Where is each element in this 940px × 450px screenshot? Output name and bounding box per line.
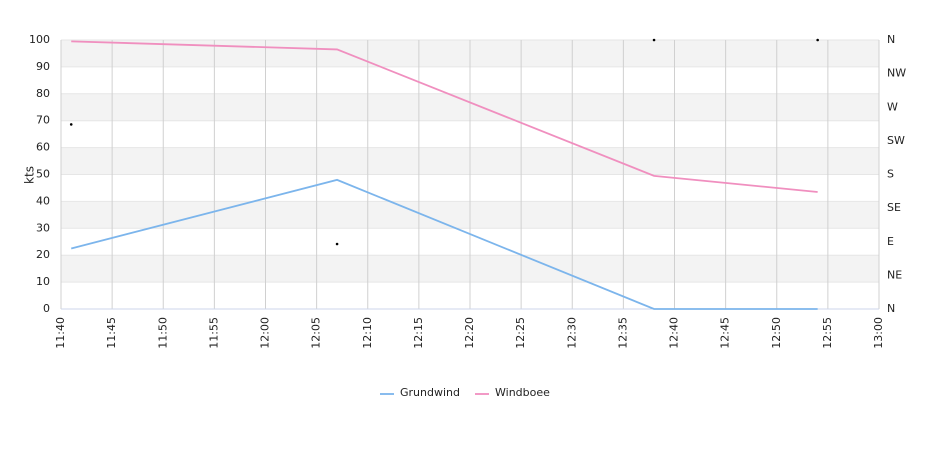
y-tick-label: 60: [36, 141, 50, 154]
y-tick-label: 90: [36, 60, 50, 73]
y2-tick-label: SW: [887, 134, 905, 147]
x-tick-label: 11:50: [156, 317, 169, 349]
x-tick-label: 13:00: [872, 317, 885, 349]
x-tick-label: 11:45: [105, 317, 118, 349]
direction-marker: [335, 242, 339, 246]
y-tick-label: 100: [29, 33, 50, 46]
x-tick-label: 12:40: [668, 317, 681, 349]
y-tick-label: 80: [36, 87, 50, 100]
direction-marker: [652, 38, 656, 42]
y2-tick-label: S: [887, 168, 894, 181]
series-line: [71, 40, 818, 193]
y-tick-label: 10: [36, 275, 50, 288]
direction-marker: [69, 123, 73, 126]
x-tick-label: 12:45: [719, 317, 732, 349]
y-tick-label: 30: [36, 221, 50, 234]
x-tick-label: 12:35: [616, 317, 629, 349]
y-tick-label: 0: [43, 302, 50, 315]
x-tick-label: 12:25: [514, 317, 527, 349]
series-line: [71, 178, 818, 310]
x-tick-label: 11:55: [207, 317, 220, 349]
legend-label: Grundwind: [400, 386, 460, 399]
legend-label: Windboee: [495, 386, 550, 399]
x-tick-label: 12:00: [259, 317, 272, 349]
direction-marker: [816, 38, 819, 42]
x-tick-label: 12:55: [821, 317, 834, 349]
y-tick-label: 40: [36, 194, 50, 207]
x-tick-label: 11:40: [54, 317, 67, 349]
x-tick-label: 12:15: [412, 317, 425, 349]
x-tick-label: 12:20: [463, 317, 476, 349]
y2-tick-label: NW: [887, 67, 906, 80]
y2-tick-label: NE: [887, 268, 902, 281]
y2-tick-label: SE: [887, 201, 901, 214]
y-tick-label: 20: [36, 248, 50, 261]
y-axis-label: kts: [23, 166, 37, 184]
y-tick-label: 70: [36, 114, 50, 127]
y2-tick-label: E: [887, 235, 894, 248]
y2-tick-label: N: [887, 33, 895, 46]
x-tick-label: 12:05: [310, 317, 323, 349]
y2-tick-label: W: [887, 100, 898, 113]
x-tick-label: 12:50: [770, 317, 783, 349]
x-tick-label: 12:30: [565, 317, 578, 349]
x-tick-label: 12:10: [361, 317, 374, 349]
y2-tick-label: N: [887, 302, 895, 315]
y-tick-label: 50: [36, 168, 50, 181]
